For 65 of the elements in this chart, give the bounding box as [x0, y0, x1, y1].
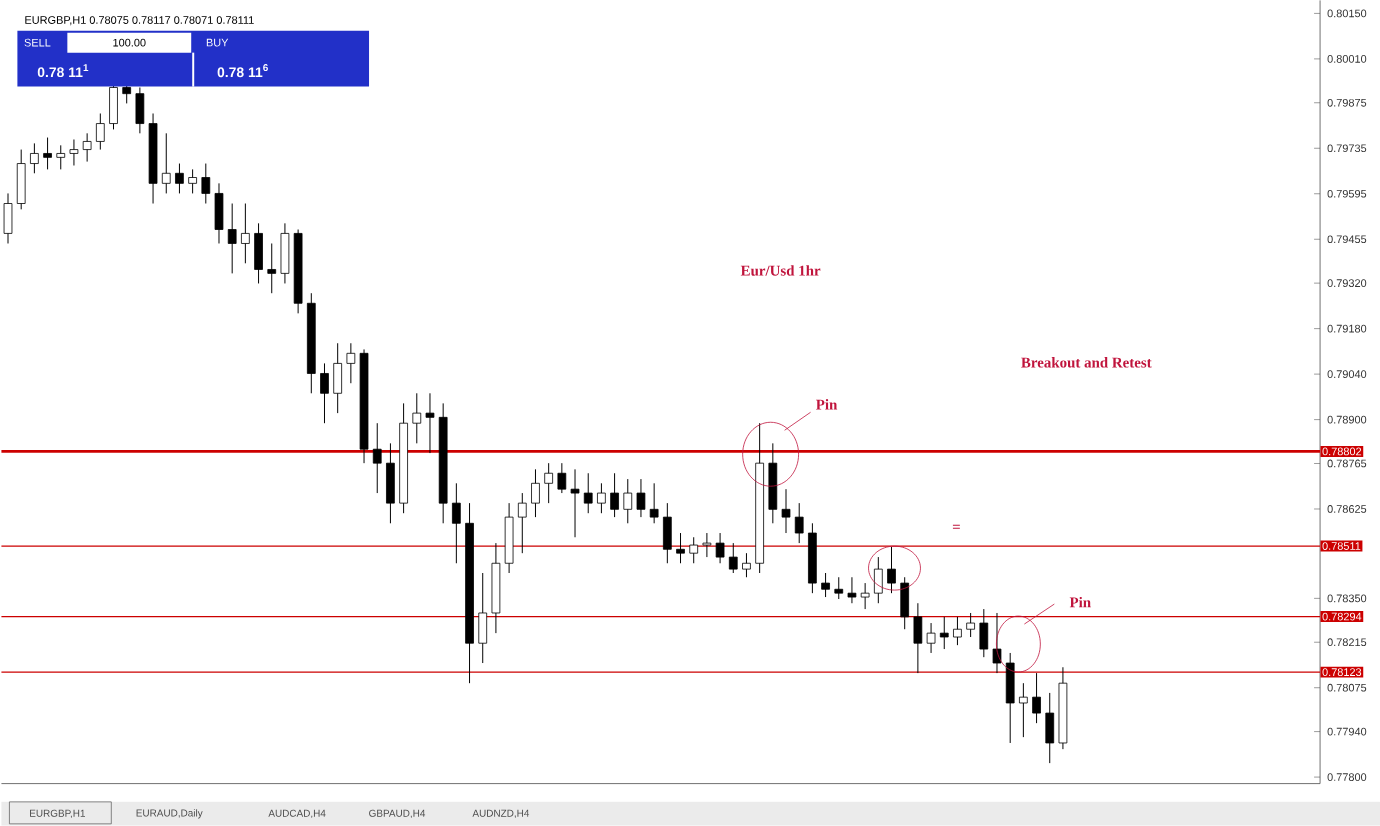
candlestick — [135, 87, 145, 134]
candlestick — [834, 576, 844, 600]
candlestick — [254, 222, 263, 285]
candlestick — [926, 622, 936, 654]
candlestick — [82, 132, 92, 163]
candlestick — [531, 468, 540, 518]
candlestick — [30, 142, 39, 174]
candlestick — [412, 392, 422, 444]
candlestick — [227, 203, 237, 274]
candlestick — [953, 616, 962, 646]
candlestick — [241, 203, 250, 264]
candlestick — [649, 482, 659, 524]
candlestick — [847, 576, 857, 604]
candlestick — [95, 113, 105, 151]
candlestick — [69, 139, 79, 167]
candlestick — [887, 546, 896, 594]
candlestick — [966, 612, 975, 638]
candlestick — [372, 422, 382, 494]
candlestick — [676, 532, 685, 564]
candlestick — [900, 576, 910, 630]
candlestick — [333, 342, 343, 414]
candlestick — [1019, 682, 1028, 738]
candlestick — [689, 536, 699, 564]
candlestick — [280, 222, 290, 285]
candlestick — [860, 582, 870, 610]
candlestick — [267, 243, 277, 294]
candlestick — [913, 602, 923, 674]
candlestick — [346, 342, 356, 384]
candlestick — [161, 132, 171, 194]
candlestick — [1032, 672, 1041, 724]
candlestick — [662, 502, 672, 564]
candlestick — [781, 488, 791, 534]
candlestick — [16, 149, 26, 210]
candlestick — [768, 442, 778, 524]
candlestick — [557, 462, 567, 494]
candlestick — [478, 572, 488, 664]
candlestick — [636, 478, 646, 518]
candlestick — [56, 144, 66, 170]
candlestick — [386, 442, 395, 524]
candlestick — [610, 472, 619, 518]
candlestick — [43, 137, 52, 170]
candlestick — [214, 182, 224, 245]
candlestick — [425, 392, 435, 454]
candlestick — [201, 163, 211, 205]
candlestick — [3, 192, 13, 245]
candlestick — [320, 362, 329, 424]
candlestick — [623, 478, 633, 524]
candlestick — [821, 572, 830, 598]
candlestick — [597, 482, 606, 514]
candlestick — [452, 482, 461, 564]
candlestick — [742, 552, 751, 578]
candlestick — [517, 492, 527, 554]
candlestick — [570, 468, 580, 538]
candlestick — [1005, 652, 1015, 744]
candlestick — [794, 502, 804, 544]
candlestick — [544, 462, 554, 504]
candlestick — [175, 163, 184, 194]
candlestick — [583, 472, 593, 514]
candlestick — [979, 608, 989, 658]
candlestick — [939, 616, 949, 650]
candlestick — [1045, 692, 1055, 764]
candlestick — [992, 612, 1002, 674]
candlestick — [728, 542, 738, 574]
candlestick — [873, 556, 883, 604]
candlestick — [188, 168, 197, 194]
